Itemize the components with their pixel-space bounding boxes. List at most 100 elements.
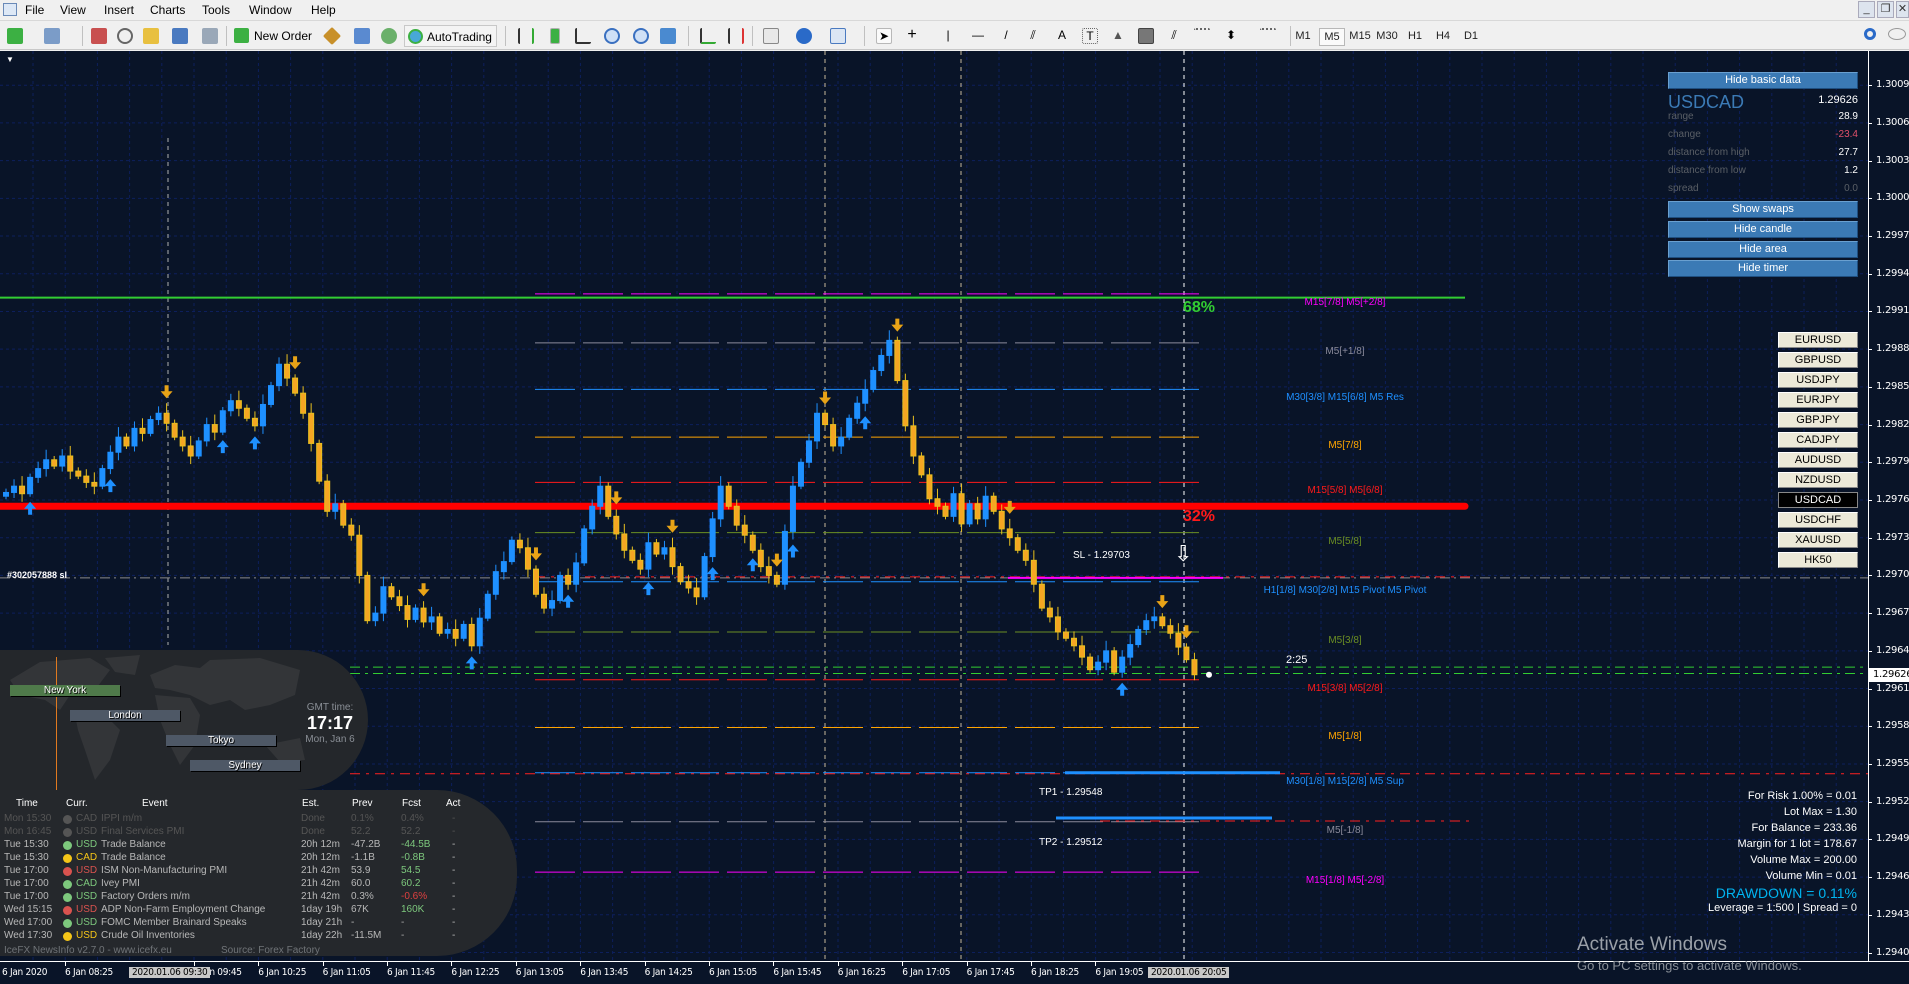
bullish-candle[interactable] bbox=[372, 612, 379, 622]
bearish-candle[interactable] bbox=[364, 574, 371, 622]
bearish-candle[interactable] bbox=[179, 436, 186, 447]
news-row[interactable]: Tue 17:00 USD Factory Orders m/m 21h 42m 0.3… bbox=[0, 891, 517, 904]
bullish-candle[interactable] bbox=[950, 493, 957, 517]
tile-windows-icon[interactable] bbox=[660, 28, 676, 44]
news-row[interactable]: Wed 17:00 USD FOMC Member Brainard Speaks 1… bbox=[0, 917, 517, 930]
market-icon[interactable] bbox=[381, 28, 397, 44]
new-order-button[interactable]: New Order bbox=[232, 25, 316, 47]
bearish-candle[interactable] bbox=[990, 495, 997, 512]
bullish-candle[interactable] bbox=[966, 503, 973, 525]
bearish-candle[interactable] bbox=[733, 505, 740, 526]
text-icon[interactable]: A bbox=[1057, 28, 1066, 42]
bearish-candle[interactable] bbox=[91, 481, 98, 487]
bearish-candle[interactable] bbox=[1054, 616, 1061, 633]
menu-help[interactable]: Help bbox=[311, 3, 336, 17]
bullish-candle[interactable] bbox=[428, 616, 435, 623]
hide-area-button[interactable]: Hide area bbox=[1668, 241, 1858, 258]
bullish-candle[interactable] bbox=[573, 562, 580, 585]
bearish-candle[interactable] bbox=[749, 534, 756, 551]
bearish-candle[interactable] bbox=[75, 470, 82, 477]
line-chart-icon[interactable] bbox=[575, 28, 591, 44]
chart-menu-triangle-icon[interactable]: ▼ bbox=[6, 55, 14, 64]
menu-window[interactable]: Window bbox=[249, 3, 292, 17]
bullish-candle[interactable] bbox=[203, 424, 210, 442]
bearish-candle[interactable] bbox=[83, 475, 90, 483]
crosshair-icon[interactable]: + bbox=[907, 26, 917, 43]
bullish-candle[interactable] bbox=[1127, 644, 1134, 658]
timeframe-h1[interactable]: H1 bbox=[1407, 30, 1423, 42]
bullish-candle[interactable] bbox=[227, 400, 234, 412]
bearish-candle[interactable] bbox=[123, 436, 130, 447]
news-row[interactable]: Tue 17:00 USD ISM Non-Manufacturing PMI 21h… bbox=[0, 865, 517, 878]
bullish-candle[interactable] bbox=[1143, 620, 1150, 630]
bearish-candle[interactable] bbox=[163, 412, 170, 424]
timeframe-m30[interactable]: M30 bbox=[1376, 30, 1398, 42]
bearish-candle[interactable] bbox=[1087, 656, 1094, 671]
bullish-candle[interactable] bbox=[332, 503, 339, 512]
news-row[interactable]: Mon 16:45 USD Final Services PMI Done 52.2 52… bbox=[0, 826, 517, 839]
bullish-candle[interactable] bbox=[709, 518, 716, 558]
bearish-candle[interactable] bbox=[284, 363, 291, 379]
templates-icon[interactable] bbox=[830, 28, 846, 44]
candlestick-chart-icon[interactable] bbox=[550, 28, 560, 44]
indicators-icon[interactable] bbox=[763, 28, 779, 44]
bullish-candle[interactable] bbox=[11, 485, 18, 493]
bearish-candle[interactable] bbox=[693, 587, 700, 598]
bullish-candle[interactable] bbox=[701, 556, 708, 598]
bullish-candle[interactable] bbox=[35, 468, 42, 478]
bullish-candle[interactable] bbox=[492, 571, 499, 595]
hide-basic-data-button[interactable]: Hide basic data bbox=[1668, 72, 1858, 89]
bullish-candle[interactable] bbox=[147, 419, 154, 434]
menu-file[interactable]: File bbox=[25, 3, 45, 17]
bearish-candle[interactable] bbox=[396, 596, 403, 607]
bearish-candle[interactable] bbox=[139, 427, 146, 434]
show-swaps-button[interactable]: Show swaps bbox=[1668, 201, 1858, 218]
bullish-candle[interactable] bbox=[1151, 616, 1158, 622]
symbol-button-hk50[interactable]: HK50 bbox=[1778, 552, 1858, 568]
bearish-candle[interactable] bbox=[1070, 637, 1077, 647]
new-chart-icon[interactable] bbox=[7, 28, 23, 44]
bearish-candle[interactable] bbox=[934, 498, 941, 507]
bullish-candle[interactable] bbox=[878, 354, 885, 372]
bearish-candle[interactable] bbox=[1175, 632, 1182, 648]
bearish-candle[interactable] bbox=[918, 455, 925, 476]
news-row[interactable]: Mon 15:30 CAD IPPI m/m Done 0.1% 0.4% - bbox=[0, 813, 517, 826]
autotrading-button[interactable]: AutoTrading bbox=[404, 25, 497, 47]
symbol-button-usdcad[interactable]: USDCAD bbox=[1778, 492, 1858, 508]
bearish-candle[interactable] bbox=[830, 424, 837, 447]
close-button[interactable]: ✕ bbox=[1896, 1, 1909, 18]
bearish-candle[interactable] bbox=[243, 407, 250, 419]
bullish-candle[interactable] bbox=[1095, 661, 1102, 671]
symbol-button-xauusd[interactable]: XAUUSD bbox=[1778, 532, 1858, 548]
bullish-candle[interactable] bbox=[444, 628, 451, 634]
bearish-candle[interactable] bbox=[436, 616, 443, 634]
arrow-icon[interactable]: ▲ bbox=[1112, 28, 1124, 42]
timeframe-h4[interactable]: H4 bbox=[1435, 30, 1451, 42]
profiles-icon[interactable] bbox=[44, 28, 60, 44]
bullish-candle[interactable] bbox=[789, 485, 796, 532]
symbol-button-usdjpy[interactable]: USDJPY bbox=[1778, 372, 1858, 388]
bearish-candle[interactable] bbox=[316, 442, 323, 482]
chart-shift-icon[interactable] bbox=[700, 28, 716, 44]
bearish-candle[interactable] bbox=[926, 474, 933, 500]
bullish-candle[interactable] bbox=[597, 485, 604, 507]
bullish-candle[interactable] bbox=[862, 388, 869, 404]
crosshair-navigator-icon[interactable] bbox=[117, 28, 133, 44]
zoom-out-icon[interactable] bbox=[633, 28, 649, 44]
fibo-expansion-icon[interactable] bbox=[1260, 28, 1276, 44]
periods-icon[interactable] bbox=[796, 28, 812, 44]
bullish-candle[interactable] bbox=[797, 461, 804, 487]
metaeditor-icon[interactable] bbox=[322, 26, 342, 46]
bearish-candle[interactable] bbox=[757, 549, 764, 568]
bearish-candle[interactable] bbox=[1014, 537, 1021, 551]
rectangle-icon[interactable] bbox=[1138, 28, 1154, 44]
bearish-candle[interactable] bbox=[685, 581, 692, 589]
bullish-candle[interactable] bbox=[838, 436, 845, 447]
bullish-candle[interactable] bbox=[115, 436, 122, 453]
bullish-candle[interactable] bbox=[43, 459, 50, 470]
signals-icon[interactable] bbox=[354, 28, 370, 44]
bearish-candle[interactable] bbox=[292, 377, 299, 394]
bearish-candle[interactable] bbox=[1159, 616, 1166, 627]
bearish-candle[interactable] bbox=[998, 510, 1005, 530]
bearish-candle[interactable] bbox=[532, 568, 539, 595]
